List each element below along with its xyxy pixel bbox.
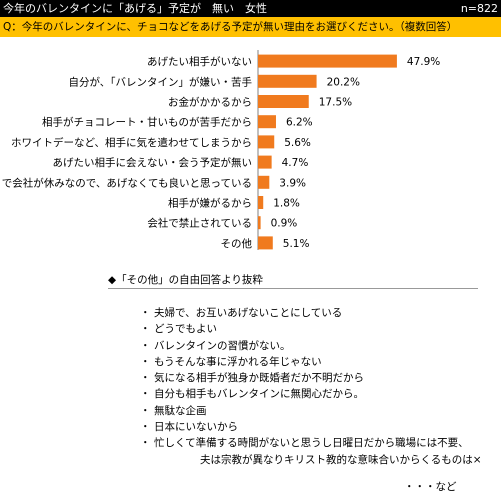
value-label: 5.6% xyxy=(284,137,311,149)
category-label: あげたい相手に会えない・会う予定が無い xyxy=(53,156,253,169)
value-label: 47.9% xyxy=(407,56,440,68)
free-answer-text: もうそんな事に浮かれる年じゃない xyxy=(154,355,322,368)
question-bar: Q：今年のバレンタインに、チョコなどをあげる予定が無い理由をお選びください。（複… xyxy=(0,17,501,37)
free-answer-text: 無駄な企画 xyxy=(154,404,207,417)
free-answer-text: 夫婦で、お互いあげないことにしている xyxy=(154,307,343,319)
value-label: 20.2% xyxy=(327,76,360,88)
bar xyxy=(258,135,275,149)
category-label: ホワイトデーなど、相手に気を遣わせてしまうから xyxy=(11,136,252,149)
other-answers-heading: ◆「その他」の自由回答より抜粋 xyxy=(108,273,478,289)
bar xyxy=(258,236,273,250)
free-answer-item: ・無駄な企画 xyxy=(140,403,500,419)
bar xyxy=(258,54,397,68)
value-label: 17.5% xyxy=(319,97,352,109)
free-answer-item: 夫は宗教が異なりキリスト教的な意味合いからくるものは× xyxy=(140,452,500,468)
free-answer-text: どうでもよい xyxy=(154,323,217,336)
value-label: 0.9% xyxy=(271,218,298,230)
category-label: お金がかかるから xyxy=(168,96,252,109)
bar xyxy=(258,74,317,88)
free-answer-item: ・日本にいないから xyxy=(140,419,500,435)
bullet: ・ xyxy=(140,372,151,385)
bullet: ・ xyxy=(140,388,151,401)
bullet: ・ xyxy=(140,323,151,336)
bar xyxy=(258,175,270,189)
free-answer-item: ・気になる相手が独身か既婚者だか不明だから xyxy=(140,370,500,386)
free-answer-text: 気になる相手が独身か既婚者だか不明だから xyxy=(154,372,364,385)
free-answer-text: 忙しくて準備する時間がないと思うし日曜日だから職場には不要、 xyxy=(154,437,469,450)
free-answer-text: 自分も相手もバレンタインに無関心だから。 xyxy=(154,388,364,401)
bullet: ・ xyxy=(140,437,151,450)
bullet: ・ xyxy=(140,355,151,368)
free-answer-item: ・バレンタインの習慣がない。 xyxy=(140,338,500,354)
header-bar: 今年のバレンタインに「あげる」予定が 無い 女性 n=822 xyxy=(0,0,501,17)
category-label: その他 xyxy=(221,237,253,250)
category-label: 日曜日で会社が休みなので、あげなくても良いと思っている xyxy=(0,176,252,189)
bar xyxy=(258,95,309,108)
value-label: 6.2% xyxy=(286,117,313,129)
bar xyxy=(258,196,264,209)
category-label: 会社で禁止されている xyxy=(147,217,252,230)
free-answer-text: 夫は宗教が異なりキリスト教的な意味合いからくるものは× xyxy=(200,453,482,466)
free-answer-item: ・もうそんな事に浮かれる年じゃない xyxy=(140,354,500,370)
bullet: ・ xyxy=(140,404,151,417)
free-answer-item: ・夫婦で、お互いあげないことにしている xyxy=(140,305,500,321)
free-answer-list: ・夫婦で、お互いあげないことにしている・どうでもよい・バレンタインの習慣がない。… xyxy=(140,305,500,468)
value-label: 4.7% xyxy=(282,157,309,169)
category-label: あげたい相手がいない xyxy=(147,55,252,68)
bar xyxy=(258,155,272,169)
free-answer-item: ・どうでもよい xyxy=(140,321,500,337)
bullet: ・ xyxy=(140,421,151,434)
category-label: 自分が、「バレンタイン」が嫌い・苦手 xyxy=(68,75,252,88)
value-label: 3.9% xyxy=(279,177,306,189)
sample-size: n=822 xyxy=(460,2,498,15)
question-text: Q：今年のバレンタインに、チョコなどをあげる予定が無い理由をお選びください。（複… xyxy=(3,21,458,33)
bullet: ・ xyxy=(140,307,151,319)
category-label: 相手が嫌がるから xyxy=(168,197,252,210)
value-label: 1.8% xyxy=(273,198,300,210)
free-answer-text: 日本にいないから xyxy=(154,421,238,434)
category-label: 相手がチョコレート・甘いものが苦手だから xyxy=(42,116,252,129)
bar xyxy=(258,216,261,230)
free-answer-item: ・自分も相手もバレンタインに無関心だから。 xyxy=(140,386,500,402)
free-answer-item: ・忙しくて準備する時間がないと思うし日曜日だから職場には不要、 xyxy=(140,435,500,451)
value-label: 5.1% xyxy=(283,238,310,250)
etc-note: ・・・など xyxy=(404,481,457,493)
bullet: ・ xyxy=(140,339,151,352)
other-answers-heading-text: ◆「その他」の自由回答より抜粋 xyxy=(108,274,263,286)
survey-title: 今年のバレンタインに「あげる」予定が 無い 女性 xyxy=(3,2,267,15)
free-answer-text: バレンタインの習慣がない。 xyxy=(154,339,291,352)
bar xyxy=(258,115,276,129)
bar-chart: あげたい相手がいない 47.9% 自分が、「バレンタイン」が嫌い・苦手 20.2% お金… xyxy=(0,50,440,250)
heading-divider xyxy=(108,288,478,289)
